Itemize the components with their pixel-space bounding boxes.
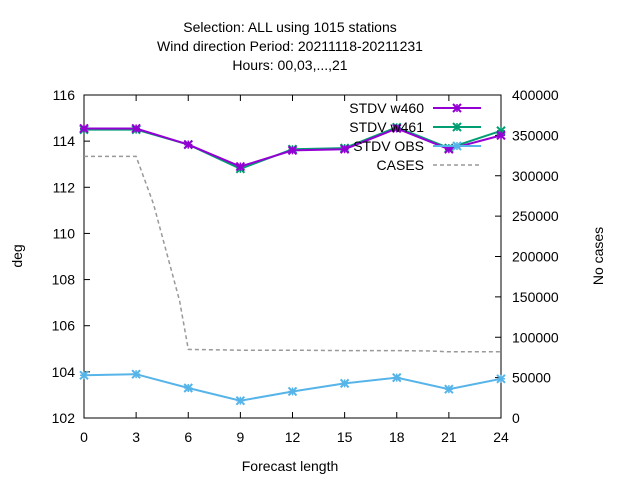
x-tick-label: 3 xyxy=(132,429,140,445)
y-tick-label: 112 xyxy=(53,179,76,195)
x-tick-label: 12 xyxy=(285,429,301,445)
y2-tick-label: 200000 xyxy=(512,249,559,265)
data-point-stdv-obs xyxy=(79,370,89,381)
data-point-stdv-obs xyxy=(444,384,454,394)
data-point-stdv-w460 xyxy=(496,130,506,141)
data-point-stdv-w460 xyxy=(183,139,193,150)
data-point-stdv-obs xyxy=(131,369,141,379)
data-point-stdv-w460 xyxy=(287,145,298,156)
x-tick-label: 15 xyxy=(337,429,353,445)
title-line-2: Wind direction Period: 20211118-20211231 xyxy=(157,38,423,54)
title-line-3: Hours: 00,03,...,21 xyxy=(232,57,347,73)
y2-axis-label: No cases xyxy=(590,227,606,285)
data-point-stdv-w460 xyxy=(131,123,141,134)
title-line-1: Selection: ALL using 1015 stations xyxy=(183,19,397,35)
y2-tick-label: 300000 xyxy=(512,168,559,184)
data-point-stdv-w460 xyxy=(235,161,246,172)
x-tick-label: 21 xyxy=(441,429,457,445)
series-line-stdv-obs xyxy=(83,373,502,402)
data-point-stdv-obs xyxy=(235,395,246,406)
legend-label-stdv-w461: STDV w461 xyxy=(349,119,424,135)
y2-tick-label: 100000 xyxy=(512,329,559,345)
legend-marker-stdv-w461 xyxy=(452,122,462,132)
legend: STDV w460 STDV w461 STDV OBS CASES xyxy=(349,100,481,173)
x-tick-label: 9 xyxy=(236,429,244,445)
y2-tick-label: 150000 xyxy=(512,289,559,305)
data-point-stdv-w460 xyxy=(339,144,350,154)
y2-tick-label: 50000 xyxy=(512,370,551,386)
y2-tick-label: 350000 xyxy=(512,127,559,143)
y-tick-label: 102 xyxy=(52,410,76,426)
data-point-stdv-obs xyxy=(496,374,506,384)
chart-title: Selection: ALL using 1015 stations Wind d… xyxy=(157,19,423,73)
legend-label-cases: CASES xyxy=(377,157,424,173)
y-axis-label: deg xyxy=(9,244,25,267)
data-point-stdv-w460 xyxy=(392,123,402,134)
series-line-cases xyxy=(84,155,501,353)
data-point-stdv-obs xyxy=(339,378,350,389)
x-tick-label: 24 xyxy=(493,429,509,445)
x-axis-label: Forecast length xyxy=(242,458,339,474)
data-point-stdv-obs xyxy=(183,383,193,393)
axis-ticks: 0 3 6 9 12 15 18 21 24 102 104 106 108 110 112 114 116 0 5… xyxy=(52,87,559,445)
legend-label-stdv-w460: STDV w460 xyxy=(349,100,424,116)
legend-marker-stdv-obs xyxy=(452,141,462,151)
x-tick-label: 6 xyxy=(184,429,192,445)
y-tick-label: 108 xyxy=(52,272,76,288)
legend-label-stdv-obs: STDV OBS xyxy=(353,138,424,154)
data-point-stdv-w460 xyxy=(79,123,89,134)
data-point-stdv-obs xyxy=(392,372,402,383)
y2-tick-label: 0 xyxy=(512,410,520,426)
y-tick-label: 114 xyxy=(53,133,76,149)
legend-marker-stdv-w460 xyxy=(452,103,462,113)
y-tick-label: 104 xyxy=(52,364,76,380)
y2-tick-label: 400000 xyxy=(512,87,559,103)
y2-tick-label: 250000 xyxy=(512,208,559,224)
x-tick-label: 18 xyxy=(389,429,405,445)
data-point-stdv-obs xyxy=(287,386,298,397)
y-tick-label: 110 xyxy=(53,225,76,241)
y-tick-label: 116 xyxy=(53,87,76,103)
y-tick-label: 106 xyxy=(52,318,76,334)
x-tick-label: 0 xyxy=(80,429,88,445)
